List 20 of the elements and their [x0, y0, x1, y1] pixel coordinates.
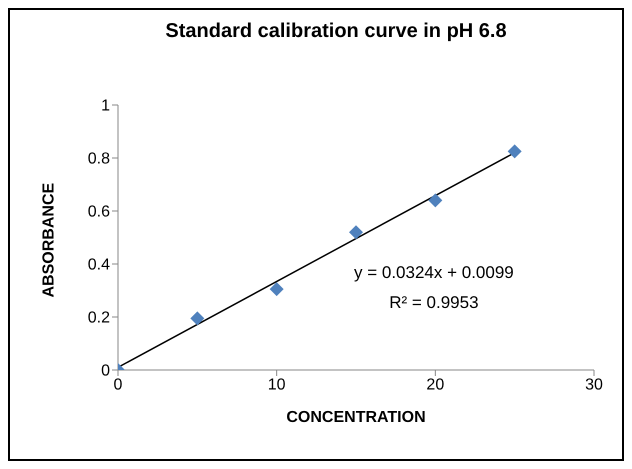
y-tick-label: 1: [101, 98, 110, 115]
y-axis-title: ABSORBANCE: [40, 182, 58, 298]
y-tick-label: 0.8: [88, 150, 110, 168]
x-tick-label: 30: [585, 376, 603, 394]
y-tick-label: 0.2: [88, 310, 110, 327]
x-axis-title: CONCENTRATION: [286, 409, 426, 426]
y-tick-label: 0: [101, 362, 110, 380]
point: [190, 311, 204, 326]
y-tick-label: 0.6: [88, 204, 110, 221]
x-tick-label: 20: [426, 376, 444, 394]
point: [428, 193, 442, 208]
point: [270, 282, 284, 296]
point: [349, 225, 363, 240]
y-tick-label: 0.4: [88, 256, 110, 274]
point: [508, 144, 522, 158]
annotation: y = 0.0324x + 0.0099: [354, 262, 514, 284]
chart-title: Standard calibration curve in pH 6.8: [164, 20, 508, 43]
x-tick-label: 10: [268, 376, 286, 394]
x-tick-label: 0: [114, 376, 123, 394]
annotation: R² = 0.9953: [388, 292, 480, 314]
